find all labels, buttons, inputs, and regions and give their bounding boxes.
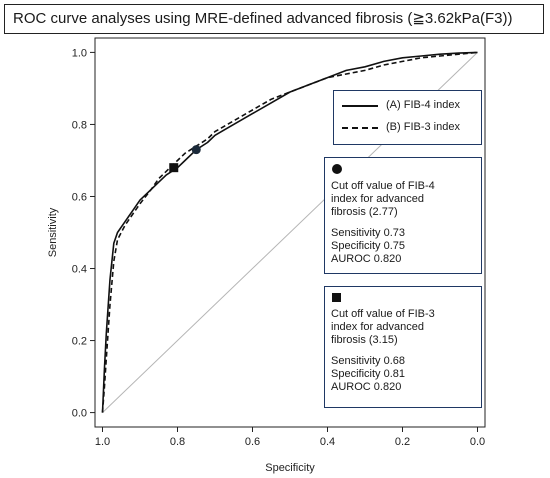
legend-entry-fib3: (B) FIB-3 index — [334, 121, 481, 143]
fib4-specificity: Specificity 0.75 — [331, 240, 405, 252]
legend-solid-line-swatch — [342, 105, 378, 107]
plot-frame — [94, 37, 486, 428]
fib4-cutoff-point — [191, 145, 201, 155]
y-axis-label: Sensitivity — [47, 207, 59, 257]
fib3-cutoff-line2: index for advanced — [331, 321, 424, 333]
fib4-cutoff-annotation: Cut off value of FIB-4 index for advance… — [324, 157, 482, 274]
fib4-cutoff-line2: index for advanced — [331, 193, 424, 205]
fib3-cutoff-annotation: Cut off value of FIB-3 index for advance… — [324, 286, 482, 408]
x-tick-label: 0.2 — [395, 436, 410, 448]
legend-entry-fib4: (A) FIB-4 index — [334, 99, 481, 121]
fib4-sensitivity: Sensitivity 0.73 — [331, 227, 405, 239]
y-tick-label: 0.8 — [72, 119, 87, 131]
roc-line-fib4 — [101, 51, 478, 413]
chart-title: ROC curve analyses using MRE-defined adv… — [4, 4, 544, 34]
y-tick-label: 0.2 — [72, 336, 87, 348]
x-tick-label: 0.6 — [245, 436, 260, 448]
y-tick-label: 0.6 — [72, 191, 87, 203]
roc-line-fib3 — [101, 51, 478, 413]
fib3-auroc: AUROC 0.820 — [331, 381, 402, 393]
y-tick-label: 0.0 — [72, 408, 87, 420]
x-axis-label: Specificity — [265, 462, 315, 474]
circle-marker-icon — [332, 164, 342, 174]
legend-label-fib3: (B) FIB-3 index — [386, 121, 460, 133]
x-tick-label: 1.0 — [95, 436, 110, 448]
y-tick-label: 0.4 — [72, 264, 87, 276]
fib3-sensitivity: Sensitivity 0.68 — [331, 355, 405, 367]
fib4-auroc: AUROC 0.820 — [331, 253, 402, 265]
legend-dashed-line-swatch — [342, 127, 378, 129]
square-marker-icon — [332, 293, 341, 302]
fib3-specificity: Specificity 0.81 — [331, 368, 405, 380]
x-tick-label: 0.0 — [470, 436, 485, 448]
y-tick-label: 1.0 — [72, 47, 87, 59]
fib3-cutoff-line3: fibrosis (3.15) — [331, 334, 398, 346]
fib4-cutoff-line1: Cut off value of FIB-4 — [331, 180, 435, 192]
legend: (A) FIB-4 index (B) FIB-3 index — [333, 90, 482, 145]
fib3-cutoff-point — [169, 163, 179, 173]
legend-label-fib4: (A) FIB-4 index — [386, 99, 460, 111]
fib4-cutoff-line3: fibrosis (2.77) — [331, 206, 398, 218]
x-tick-label: 0.4 — [320, 436, 335, 448]
fib3-cutoff-line1: Cut off value of FIB-3 — [331, 308, 435, 320]
x-tick-label: 0.8 — [170, 436, 185, 448]
